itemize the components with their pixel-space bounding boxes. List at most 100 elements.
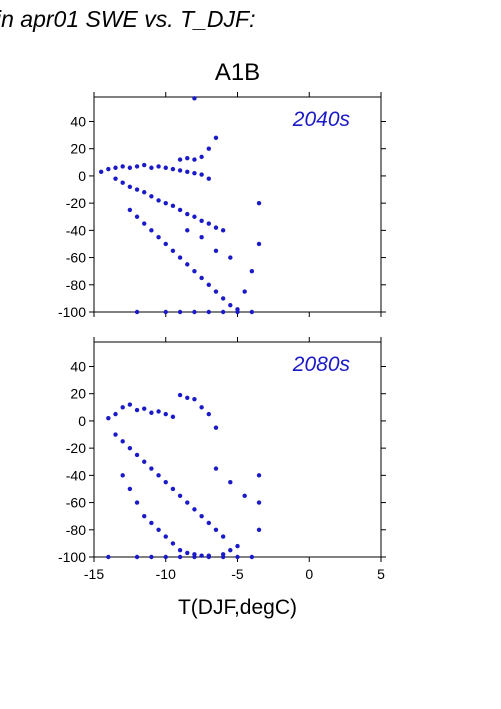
data-point [199, 275, 204, 281]
data-point [185, 228, 190, 233]
data-point [149, 466, 154, 471]
data-point [235, 309, 240, 315]
data-point [192, 396, 197, 402]
data-point [206, 411, 211, 417]
data-point [163, 165, 168, 170]
data-point [98, 169, 104, 175]
data-point [156, 234, 161, 240]
y-tick-label: -20 [66, 195, 86, 211]
data-point [199, 553, 204, 558]
data-point [228, 302, 233, 308]
data-point [185, 262, 190, 267]
data-point [142, 162, 147, 168]
data-point [134, 452, 140, 458]
data-point [199, 234, 204, 240]
data-point [134, 407, 140, 413]
data-point [199, 172, 204, 177]
data-point [220, 554, 226, 560]
data-point [213, 466, 219, 471]
data-point [120, 164, 125, 169]
data-point [177, 207, 183, 213]
data-point [249, 309, 255, 315]
data-point [192, 507, 197, 512]
data-point [256, 500, 262, 505]
x-tick-label: -10 [156, 566, 176, 582]
y-tick-label: -40 [66, 222, 86, 238]
data-point [127, 165, 133, 170]
y-tick-label: -80 [66, 522, 86, 538]
data-point [256, 527, 262, 532]
x-tick-label: 5 [377, 566, 385, 582]
y-tick-label: -100 [58, 304, 86, 320]
data-point [149, 554, 154, 560]
data-point [213, 527, 219, 532]
data-point [206, 146, 211, 151]
data-point [149, 410, 154, 415]
data-point [192, 309, 197, 315]
data-point [177, 168, 183, 173]
period-annotation: 2040s [292, 108, 351, 131]
data-point [156, 198, 161, 203]
data-point [228, 547, 233, 553]
data-point [192, 96, 197, 101]
data-point [192, 268, 197, 274]
data-point [163, 479, 168, 485]
data-point [242, 493, 247, 498]
data-point [213, 135, 219, 141]
data-point [156, 527, 161, 532]
data-point [142, 406, 147, 411]
data-point [163, 554, 168, 560]
y-tick-label: 20 [70, 141, 86, 157]
data-point [142, 190, 147, 195]
data-point [249, 268, 255, 274]
data-point [256, 241, 262, 247]
data-point [192, 171, 197, 176]
y-tick-label: -100 [58, 549, 86, 565]
data-point [170, 541, 176, 546]
data-point [120, 405, 125, 410]
data-point [134, 214, 140, 219]
data-point [206, 176, 211, 181]
data-point [185, 395, 190, 400]
data-point [213, 248, 219, 253]
data-point [113, 411, 118, 417]
data-point [134, 164, 140, 169]
data-point [235, 554, 240, 560]
data-point [206, 520, 211, 526]
y-tick-label: 40 [70, 113, 86, 129]
x-tick-label: -15 [84, 566, 104, 582]
data-point [177, 392, 183, 398]
data-point [213, 425, 219, 430]
data-point [149, 228, 154, 233]
y-tick-label: -60 [66, 250, 86, 266]
data-point [170, 203, 176, 209]
data-point [185, 550, 190, 556]
data-point [199, 405, 204, 410]
data-point [185, 156, 190, 161]
y-tick-label: -20 [66, 440, 86, 456]
data-point [220, 309, 226, 315]
data-point [192, 214, 197, 219]
data-point [113, 165, 118, 170]
page-title: in apr01 SWE vs. T_DJF: [0, 6, 256, 32]
data-point [127, 486, 133, 492]
data-point [113, 432, 118, 437]
data-point [149, 194, 154, 199]
data-point [199, 513, 204, 519]
data-point [134, 500, 140, 505]
data-point [170, 166, 176, 172]
y-tick-label: 0 [78, 413, 86, 429]
y-tick-label: -40 [66, 467, 86, 483]
data-point [106, 166, 111, 172]
data-point [170, 248, 176, 253]
panel-title: A1B [215, 59, 260, 86]
data-point [120, 473, 125, 478]
data-point [199, 154, 204, 160]
data-point [170, 414, 176, 420]
data-point [142, 513, 147, 519]
data-point [106, 416, 111, 421]
data-point [256, 200, 262, 206]
data-point [228, 479, 233, 485]
data-point [220, 296, 226, 301]
